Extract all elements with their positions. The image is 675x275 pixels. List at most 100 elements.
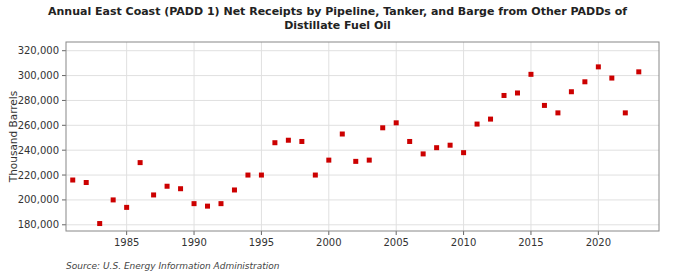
y-tick xyxy=(62,100,66,101)
y-grid-line xyxy=(66,50,659,51)
point xyxy=(596,64,601,69)
point xyxy=(353,159,358,164)
point xyxy=(178,186,183,191)
y-tick-label: 180,000 xyxy=(18,219,59,230)
x-tick xyxy=(261,231,262,235)
y-axis-label: Thousand Barrels xyxy=(7,91,19,183)
x-grid-line xyxy=(328,42,329,231)
point xyxy=(502,93,507,98)
x-tick-label: 2020 xyxy=(586,237,611,248)
axes: 180,000 200,000 220,000 240,000 260,000 280,0… xyxy=(18,42,659,248)
point xyxy=(97,221,102,226)
y-tick-label: 300,000 xyxy=(18,70,59,81)
point xyxy=(448,143,453,148)
point xyxy=(623,110,628,115)
point xyxy=(421,151,426,156)
point xyxy=(111,197,116,202)
point xyxy=(582,79,587,84)
point xyxy=(609,76,614,81)
y-grid-line xyxy=(66,224,659,225)
point xyxy=(515,90,520,95)
x-tick xyxy=(126,231,127,235)
x-tick-label: 2015 xyxy=(518,237,543,248)
point xyxy=(326,158,331,163)
point xyxy=(70,178,75,183)
x-tick xyxy=(194,231,195,235)
point xyxy=(394,120,399,125)
point xyxy=(461,150,466,155)
point xyxy=(245,173,250,178)
point xyxy=(138,160,143,165)
x-grid-line xyxy=(463,42,464,231)
x-tick-label: 2005 xyxy=(383,237,408,248)
point xyxy=(272,140,277,145)
x-grid-line xyxy=(530,42,531,231)
y-tick xyxy=(62,50,66,51)
y-grid-line xyxy=(66,150,659,151)
y-grid-line xyxy=(66,125,659,126)
plot-frame xyxy=(66,42,659,231)
point xyxy=(313,173,318,178)
points xyxy=(70,64,641,226)
point xyxy=(542,103,547,108)
y-tick xyxy=(62,175,66,176)
point xyxy=(218,201,223,206)
point xyxy=(569,89,574,94)
x-tick-label: 1995 xyxy=(249,237,274,248)
y-tick xyxy=(62,224,66,225)
point xyxy=(340,132,345,137)
x-grid-line xyxy=(396,42,397,231)
point xyxy=(165,184,170,189)
point xyxy=(232,187,237,192)
y-grid-line xyxy=(66,175,659,176)
point xyxy=(407,139,412,144)
point xyxy=(259,173,264,178)
point xyxy=(192,201,197,206)
title-line: Annual East Coast (PADD 1) Net Receipts … xyxy=(48,5,627,18)
y-tick xyxy=(62,125,66,126)
y-tick xyxy=(62,150,66,151)
x-tick-label: 2000 xyxy=(316,237,341,248)
y-tick xyxy=(62,75,66,76)
point xyxy=(488,117,493,122)
x-tick xyxy=(463,231,464,235)
x-tick-label: 1985 xyxy=(114,237,139,248)
chart: 180,000 200,000 220,000 240,000 260,000 280,0… xyxy=(0,0,675,275)
y-tick xyxy=(62,199,66,200)
point xyxy=(380,125,385,130)
point xyxy=(84,180,89,185)
point xyxy=(434,145,439,150)
y-tick-label: 320,000 xyxy=(18,45,59,56)
annotation: Source: U.S. Energy Information Administ… xyxy=(66,261,280,271)
x-tick-label: 2010 xyxy=(451,237,476,248)
point xyxy=(124,205,129,210)
point xyxy=(367,158,372,163)
x-tick xyxy=(530,231,531,235)
y-grid-line xyxy=(66,100,659,101)
point xyxy=(555,110,560,115)
y-tick-label: 220,000 xyxy=(18,170,59,181)
y-tick-label: 240,000 xyxy=(18,145,59,156)
title-line: Distillate Fuel Oil xyxy=(284,19,391,32)
grid xyxy=(66,42,659,231)
y-tick-label: 200,000 xyxy=(18,194,59,205)
x-grid-line xyxy=(261,42,262,231)
point xyxy=(528,72,533,77)
point xyxy=(475,122,480,127)
x-grid-line xyxy=(598,42,599,231)
x-tick-label: 1990 xyxy=(181,237,206,248)
title: Annual East Coast (PADD 1) Net Receipts … xyxy=(48,5,627,32)
x-tick xyxy=(396,231,397,235)
point xyxy=(286,138,291,143)
point xyxy=(299,139,304,144)
point xyxy=(636,69,641,74)
y-grid-line xyxy=(66,199,659,200)
x-tick xyxy=(328,231,329,235)
x-grid-line xyxy=(126,42,127,231)
y-tick-label: 260,000 xyxy=(18,120,59,131)
y-tick-label: 280,000 xyxy=(18,95,59,106)
point xyxy=(151,192,156,197)
point xyxy=(205,204,210,209)
y-grid-line xyxy=(66,75,659,76)
x-tick xyxy=(598,231,599,235)
